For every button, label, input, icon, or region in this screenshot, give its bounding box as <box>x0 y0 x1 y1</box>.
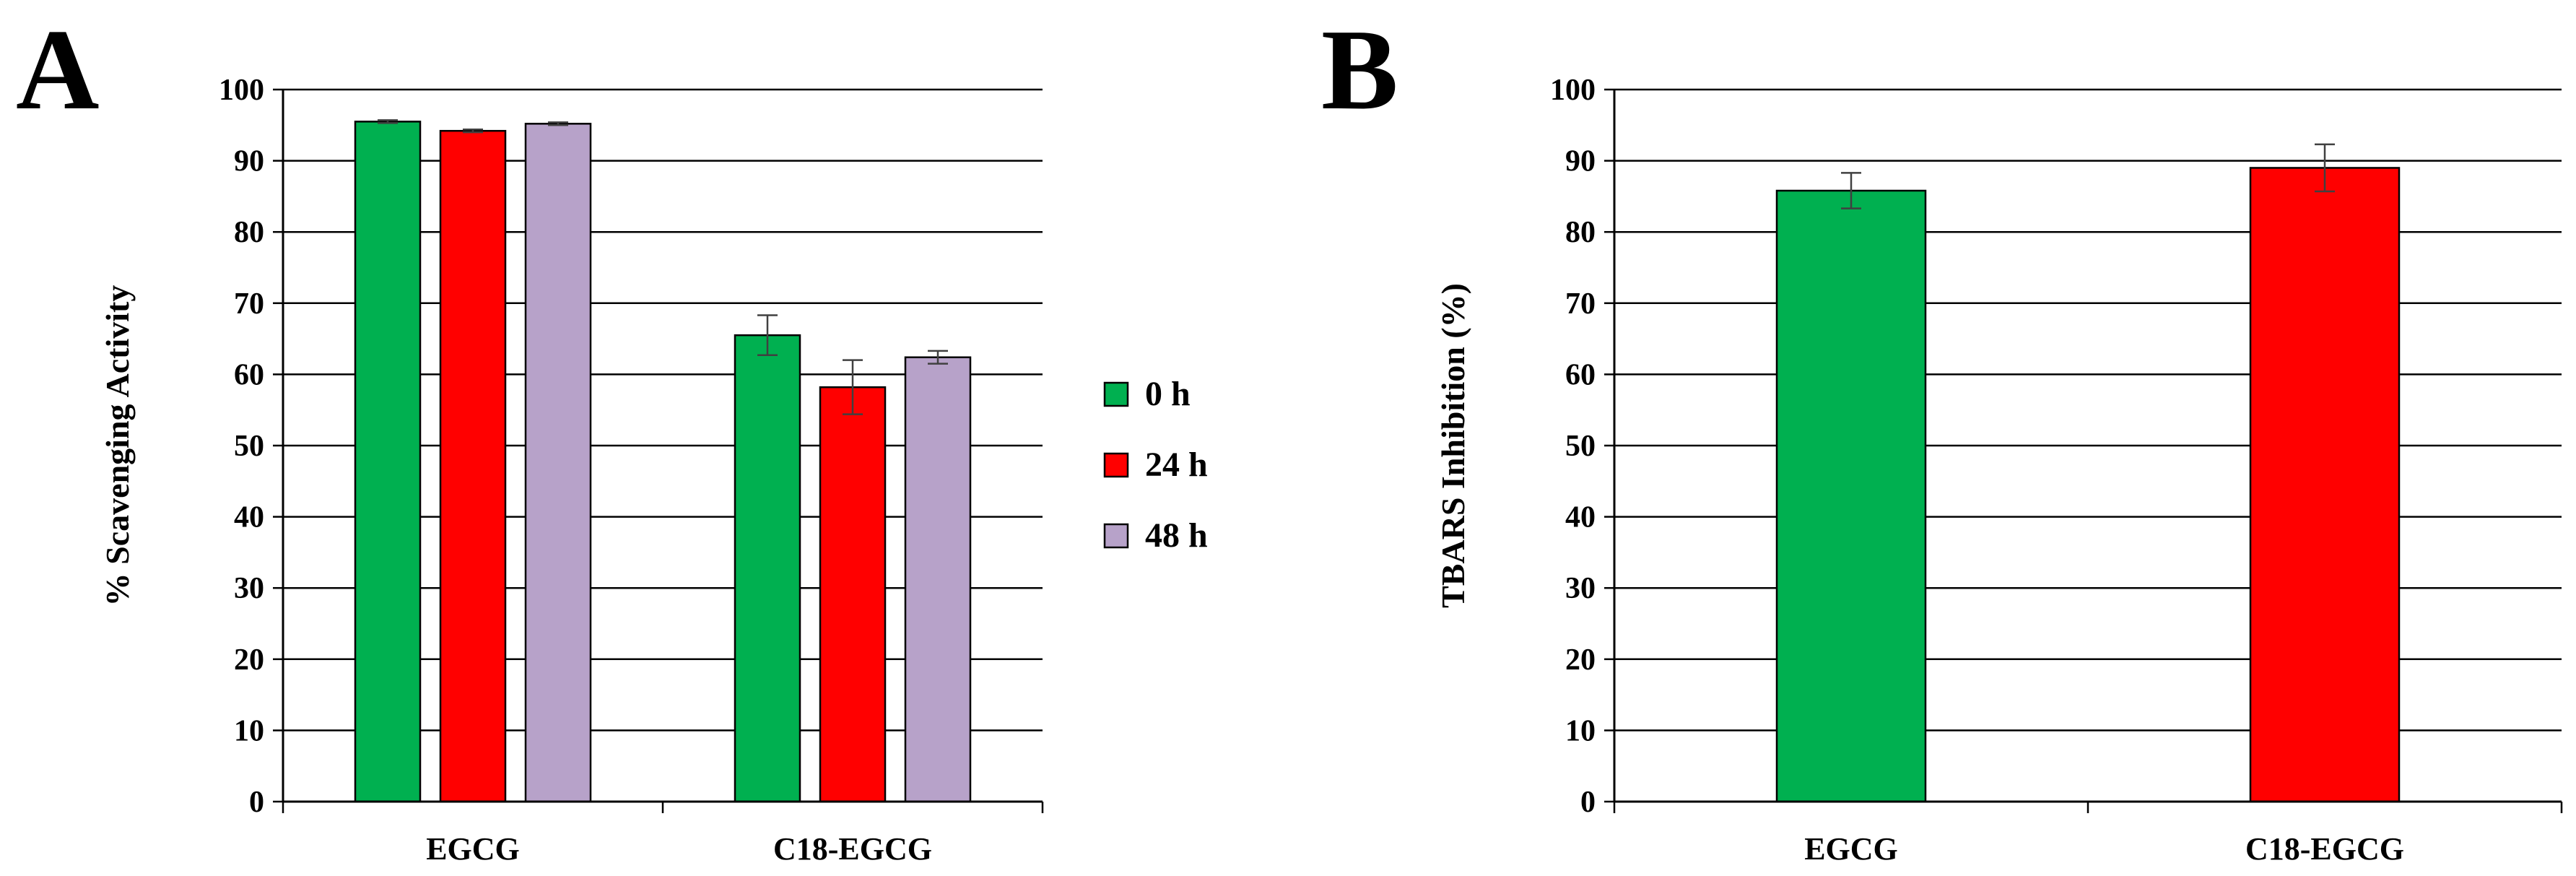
category-label: EGCG <box>1804 831 1898 867</box>
y-tick-label: 90 <box>1565 145 1596 178</box>
legend-label: 48 h <box>1145 516 1208 555</box>
bar-48h-egcg <box>524 123 592 803</box>
panel-a-y-tick-labels: 0 10 20 30 40 50 60 70 80 90 100 <box>219 74 264 819</box>
panel-a-legend: 0 h 24 h 48 h <box>1103 375 1208 555</box>
panel-a-category-labels: EGCG C18-EGCG <box>426 831 932 867</box>
panel-b-y-tick-labels: 0 10 20 30 40 50 60 70 80 90 100 <box>1550 74 1596 819</box>
legend-label: 0 h <box>1145 375 1191 413</box>
category-label: C18-EGCG <box>773 831 932 867</box>
bar-48h-c18-egcg <box>904 356 972 803</box>
y-tick-label: 50 <box>1565 430 1596 463</box>
bar-egcg <box>1775 189 1927 803</box>
bar-0h-egcg <box>354 121 422 803</box>
y-tick-label: 10 <box>1565 714 1596 747</box>
bar-c18-egcg <box>2249 167 2401 803</box>
category-label: C18-EGCG <box>2245 831 2404 867</box>
y-tick-label: 100 <box>1550 74 1596 107</box>
panel-b-axes <box>1613 90 2563 813</box>
panel-a-letter: A <box>16 5 100 134</box>
bar-0h-c18-egcg <box>734 334 801 803</box>
panel-a-y-axis-title: % Scavenging Activity <box>99 285 136 607</box>
y-tick-label: 60 <box>1565 358 1596 391</box>
y-tick-label: 20 <box>1565 643 1596 677</box>
category-label: EGCG <box>426 831 520 867</box>
y-tick-label: 100 <box>219 74 264 107</box>
y-tick-label: 70 <box>234 287 264 321</box>
legend-label: 24 h <box>1145 446 1208 484</box>
y-tick-label: 0 <box>1580 786 1596 819</box>
panel-b-letter: B <box>1321 5 1398 134</box>
y-tick-label: 10 <box>234 714 264 747</box>
y-tick-label: 60 <box>234 358 264 391</box>
y-tick-label: 30 <box>234 572 264 605</box>
y-tick-label: 80 <box>1565 216 1596 249</box>
panel-b-category-labels: EGCG C18-EGCG <box>1804 831 2404 867</box>
panel-a-bars <box>354 119 972 803</box>
legend-swatch <box>1103 381 1129 407</box>
y-tick-label: 70 <box>1565 287 1596 321</box>
y-tick-label: 50 <box>234 430 264 463</box>
y-tick-label: 90 <box>234 145 264 178</box>
y-tick-label: 0 <box>249 786 264 819</box>
y-tick-label: 20 <box>234 643 264 677</box>
panel-b-gridlines <box>1604 88 2562 803</box>
bar-24h-c18-egcg <box>819 386 887 803</box>
panel-a-axes <box>282 90 1044 813</box>
y-tick-label: 40 <box>234 501 264 534</box>
panel-b-chart: B TBARS Inhibition (%) 0 10 20 30 40 50 60 70 80… <box>1321 5 2563 867</box>
panel-b-bars <box>1775 143 2401 803</box>
legend-swatch <box>1103 452 1129 478</box>
y-tick-label: 80 <box>234 216 264 249</box>
y-tick-label: 30 <box>1565 572 1596 605</box>
bar-24h-egcg <box>439 129 507 803</box>
panel-b-y-axis-title: TBARS Inhibition (%) <box>1435 283 1471 608</box>
panel-a-chart: A % Scavenging Activity 0 10 20 30 40 50 60 70 8… <box>16 5 1208 867</box>
legend-swatch <box>1103 523 1129 549</box>
y-tick-label: 40 <box>1565 501 1596 534</box>
